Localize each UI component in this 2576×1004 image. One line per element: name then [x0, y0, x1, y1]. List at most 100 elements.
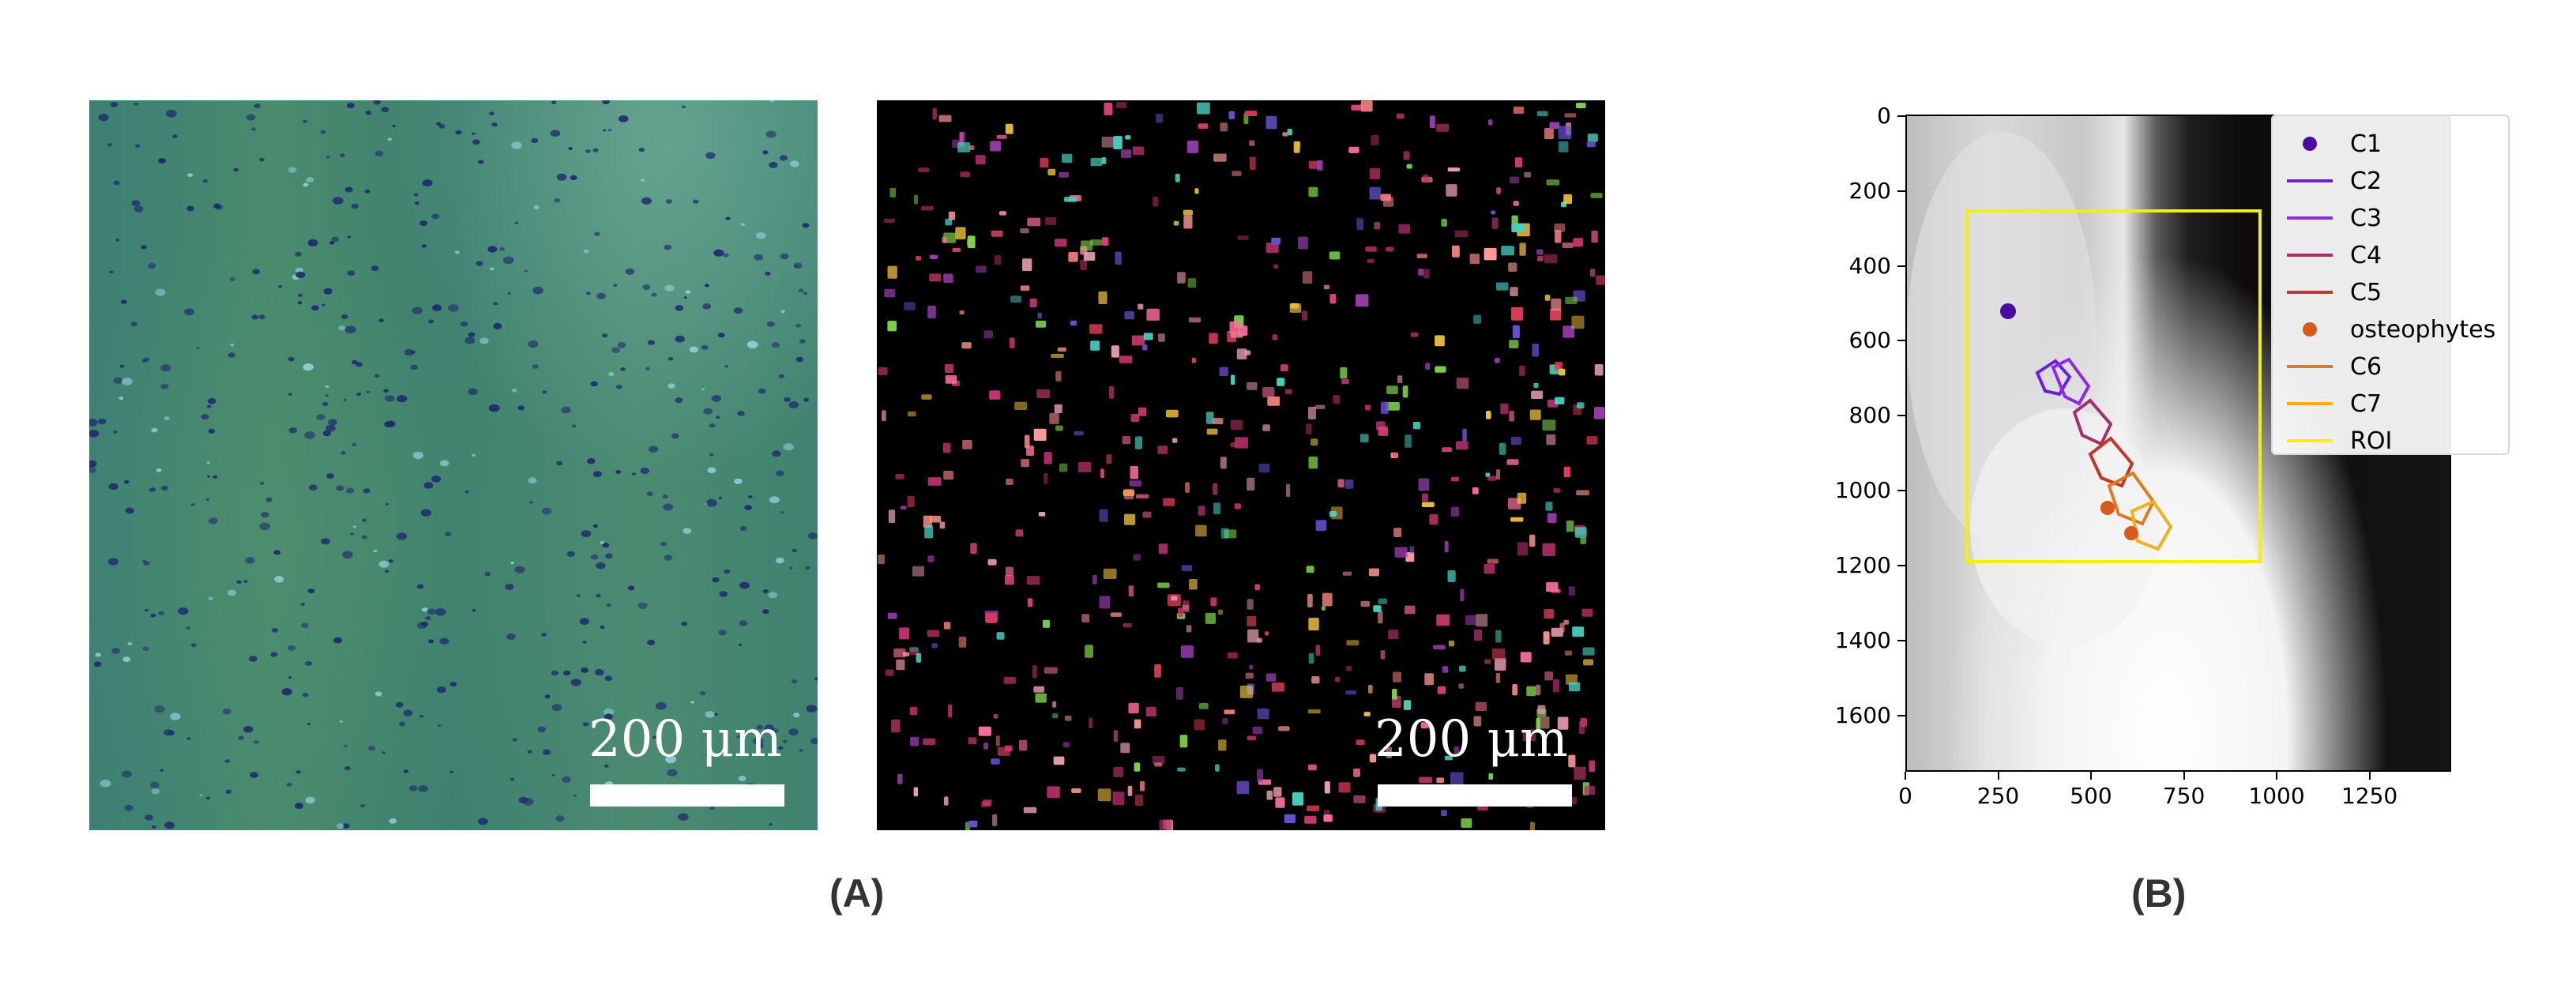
cell-segment	[1205, 412, 1214, 424]
cell-segment	[1247, 382, 1258, 390]
nucleus-dot	[667, 769, 678, 777]
nucleus-dot	[322, 303, 325, 306]
nucleus-dot	[224, 759, 231, 764]
cell-segment	[1306, 423, 1312, 434]
cell-segment	[1409, 546, 1415, 554]
nucleus-dot	[151, 788, 160, 795]
legend-item: ROI	[2273, 423, 2508, 459]
nucleus-dot	[424, 615, 431, 621]
cell-segment	[1284, 814, 1296, 823]
nucleus-dot	[600, 625, 605, 630]
cell-segment	[1250, 156, 1256, 171]
nucleus-dot	[408, 785, 418, 792]
cell-segment	[1113, 766, 1123, 777]
nucleus-dot	[769, 496, 780, 504]
nucleus-dot	[718, 630, 727, 636]
nucleus-dot	[632, 472, 637, 476]
nucleus-dot	[663, 503, 674, 511]
cell-segment	[1558, 141, 1569, 152]
x-tick-mark	[2368, 772, 2371, 780]
nucleus-dot	[120, 299, 127, 304]
nucleus-dot	[604, 708, 615, 716]
cell-segment	[1257, 769, 1263, 783]
nucleus-dot	[776, 470, 784, 476]
cell-segment	[918, 167, 930, 172]
nucleus-dot	[613, 284, 618, 287]
cell-segment	[1064, 716, 1072, 721]
nucleus-dot	[713, 249, 724, 257]
nucleus-dot	[505, 583, 514, 590]
nucleus-dot	[206, 404, 212, 408]
cell-segment	[1495, 672, 1501, 683]
nucleus-dot	[350, 532, 354, 536]
nucleus-dot	[724, 365, 728, 368]
nucleus-dot	[611, 347, 620, 354]
nucleus-dot	[562, 777, 571, 783]
nucleus-dot	[792, 548, 797, 553]
cell-segment	[1188, 317, 1202, 323]
cell-segment	[1282, 132, 1288, 137]
cell-segment	[921, 205, 934, 211]
cell-segment	[1532, 344, 1539, 357]
nucleus-dot	[491, 122, 498, 127]
cell-segment	[1220, 122, 1228, 132]
cell-segment	[1509, 340, 1519, 348]
cell-segment	[1581, 608, 1593, 617]
cell-segment	[1416, 254, 1427, 258]
nucleus-dot	[638, 147, 645, 152]
nucleus-dot	[151, 427, 158, 433]
nucleus-dot	[439, 637, 449, 645]
cell-segment	[1236, 780, 1250, 795]
c6-outline	[2107, 471, 2156, 526]
nucleus-dot	[412, 451, 423, 460]
x-tick-mark	[1997, 772, 1999, 780]
cell-segment	[1021, 459, 1029, 468]
cell-segment	[1099, 596, 1111, 609]
nucleus-dot	[331, 236, 339, 242]
nucleus-dot	[758, 388, 766, 394]
cell-segment	[1510, 517, 1524, 522]
cell-segment	[1262, 424, 1270, 431]
nucleus-dot	[493, 322, 502, 329]
legend-line-icon	[2284, 274, 2336, 310]
cell-segment	[1405, 434, 1412, 448]
cell-segment	[1218, 739, 1227, 751]
cell-segment	[1596, 275, 1605, 285]
cell-segment	[1462, 428, 1467, 442]
nucleus-dot	[403, 709, 413, 716]
cell-segment	[1484, 563, 1495, 574]
cell-segment	[1412, 422, 1421, 430]
cell-segment	[1254, 584, 1260, 591]
cell-segment	[1127, 785, 1133, 796]
nucleus-dot	[303, 182, 309, 187]
nucleus-dot	[795, 356, 803, 363]
cell-segment	[1568, 682, 1581, 692]
cell-segment	[942, 442, 951, 453]
scale-bar	[1378, 784, 1572, 807]
cell-segment	[1273, 264, 1279, 269]
cell-segment	[1421, 502, 1435, 507]
cell-segment	[945, 375, 957, 384]
cell-segment	[912, 566, 925, 577]
cell-segment	[948, 704, 953, 718]
cell-segment	[930, 515, 942, 523]
legend-line-icon	[2284, 163, 2336, 199]
nucleus-dot	[581, 530, 592, 538]
cell-segment	[1495, 658, 1506, 671]
cell-segment	[1120, 743, 1130, 754]
cell-segment	[944, 363, 954, 373]
nucleus-dot	[399, 721, 406, 727]
nucleus-dot	[288, 427, 298, 434]
legend-label: C1	[2350, 130, 2382, 158]
cell-segment	[1213, 153, 1227, 162]
cell-segment	[927, 306, 936, 319]
cell-segment	[1341, 378, 1349, 385]
cell-segment	[1496, 282, 1509, 291]
nucleus-dot	[186, 626, 190, 630]
cell-segment	[1122, 435, 1130, 445]
legend-item: C1	[2273, 126, 2508, 162]
nucleus-dot	[342, 823, 350, 829]
nucleus-dot	[322, 401, 329, 407]
nucleus-dot	[479, 337, 489, 344]
nucleus-dot	[724, 569, 731, 574]
